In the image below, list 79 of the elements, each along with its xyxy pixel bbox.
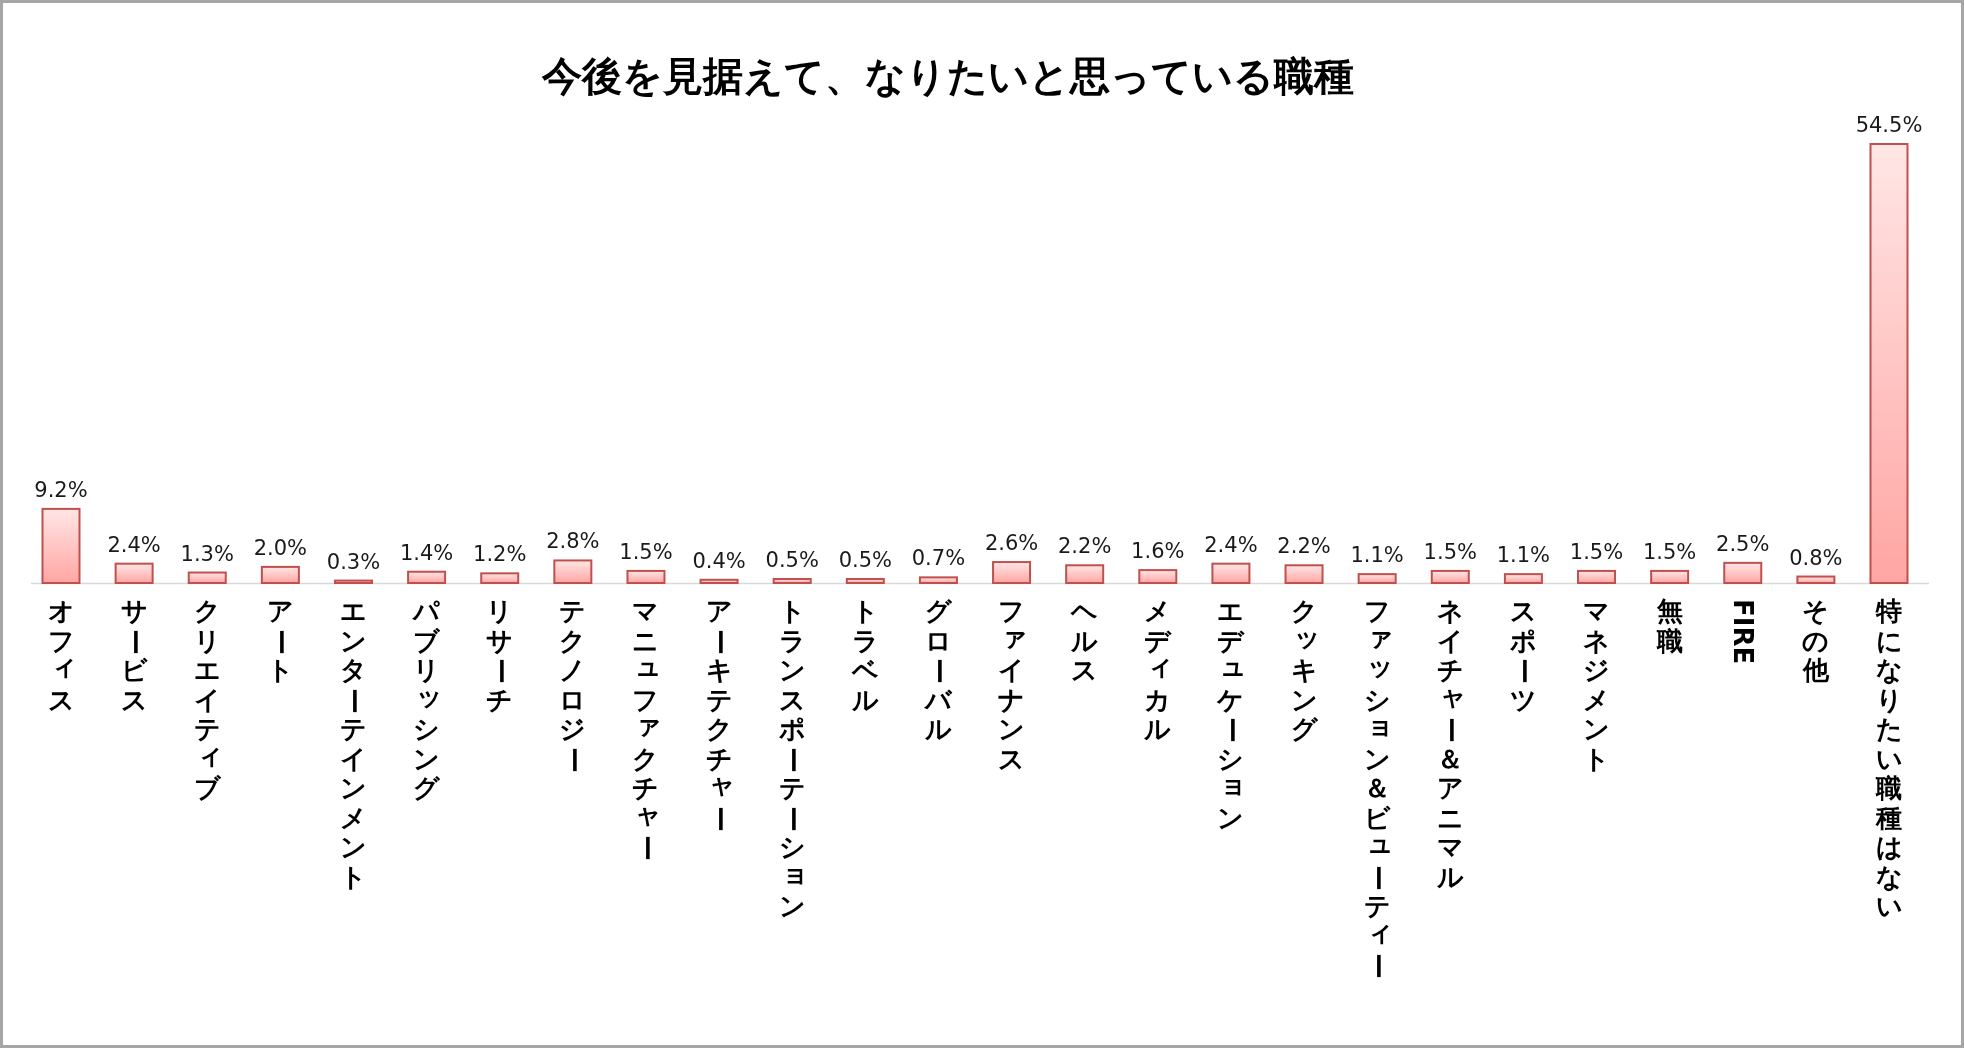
- bar: [553, 559, 593, 584]
- bar: [260, 565, 300, 584]
- data-label: 0.4%: [692, 548, 746, 573]
- bar: [333, 579, 373, 584]
- bar: [1065, 564, 1105, 584]
- data-label: 2.2%: [1277, 534, 1331, 559]
- category-label: ネイチャー＆アニマル: [1436, 596, 1467, 892]
- bar: [41, 507, 81, 584]
- data-label: 0.5%: [838, 547, 892, 572]
- bar: [1284, 564, 1324, 584]
- category-label: マニュファクチャー: [631, 596, 663, 861]
- data-label: 2.4%: [107, 532, 161, 557]
- data-label: 2.2%: [1058, 534, 1112, 559]
- x-tick-label: パブリッシング: [411, 596, 445, 804]
- bar: [1869, 143, 1909, 584]
- bar: [1723, 561, 1763, 584]
- x-tick-label: トラベル: [850, 596, 880, 715]
- x-tick-label: スポーツ: [1508, 596, 1541, 715]
- x-tick-label: ファイナンス: [997, 596, 1030, 774]
- x-tick-label: グローバル: [923, 596, 956, 745]
- x-tick-label: マネジメント: [1582, 596, 1611, 774]
- data-label: 1.5%: [1569, 539, 1624, 564]
- bar: [480, 572, 520, 584]
- data-label: 0.8%: [1789, 545, 1843, 570]
- x-tick-label: クリエイティブ: [192, 596, 225, 804]
- data-label: 0.3%: [326, 549, 381, 574]
- x-tick-label: クッキング: [1289, 596, 1322, 745]
- bar: [626, 569, 666, 584]
- data-label: 1.3%: [180, 541, 234, 566]
- bar: [1577, 569, 1617, 584]
- data-label: 9.2%: [34, 477, 88, 502]
- bar: [407, 570, 447, 584]
- bar: [1430, 569, 1470, 584]
- bar: [1503, 573, 1543, 584]
- x-tick-label: サービス: [118, 596, 151, 715]
- data-label: 1.1%: [1496, 543, 1551, 568]
- data-label: 2.6%: [984, 531, 1039, 556]
- x-tick-label: オフィス: [46, 596, 79, 715]
- x-tick-label: その他: [1801, 596, 1831, 686]
- data-label: 1.5%: [1423, 539, 1477, 564]
- data-label: 1.5%: [619, 539, 673, 564]
- x-tick-label: エデュケーション: [1215, 596, 1249, 833]
- chart-title: 今後を見据えて、なりたいと思っている職種: [541, 53, 1354, 99]
- x-tick-label: テクノロジー: [557, 596, 590, 773]
- bar: [845, 577, 885, 584]
- category-label: エンターテインメント: [339, 596, 370, 892]
- bar: [114, 562, 154, 584]
- bar: [1138, 569, 1178, 584]
- category-label: ファッション＆ビューティー: [1362, 596, 1394, 979]
- bar: [918, 576, 958, 584]
- data-label: 0.5%: [765, 547, 819, 572]
- x-tick-label: リサーチ: [484, 596, 517, 715]
- bar: [699, 578, 739, 584]
- category-label: トランスポーテーション: [777, 596, 809, 921]
- data-label: 54.5%: [1855, 113, 1923, 137]
- data-label: 1.4%: [399, 540, 454, 565]
- bar: [1211, 562, 1251, 584]
- bar: [1796, 575, 1836, 584]
- x-tick-label: ヘルス: [1069, 596, 1100, 686]
- data-label: 1.6%: [1131, 539, 1185, 564]
- data-label: 0.7%: [911, 546, 966, 571]
- data-label: 2.4%: [1204, 532, 1258, 557]
- x-tick-label: アート: [265, 596, 298, 686]
- bar: [187, 571, 227, 584]
- data-label: 2.8%: [546, 529, 600, 554]
- bar: [1357, 573, 1397, 584]
- bar: [1650, 569, 1690, 584]
- data-label: 1.1%: [1350, 543, 1404, 568]
- bar: [772, 577, 812, 584]
- data-label: 1.5%: [1642, 539, 1697, 564]
- bar: [992, 561, 1032, 584]
- x-tick-label: アーキテクチャー: [703, 596, 737, 832]
- data-label: 2.0%: [253, 535, 308, 560]
- data-label: 2.5%: [1716, 531, 1770, 556]
- x-tick-label: メディカル: [1143, 596, 1176, 745]
- category-label: 特になりたい職種はない: [1875, 596, 1903, 921]
- x-tick-label: 無職: [1655, 596, 1684, 656]
- x-tick-label: FIRE: [1727, 599, 1758, 665]
- data-label: 1.2%: [473, 542, 527, 567]
